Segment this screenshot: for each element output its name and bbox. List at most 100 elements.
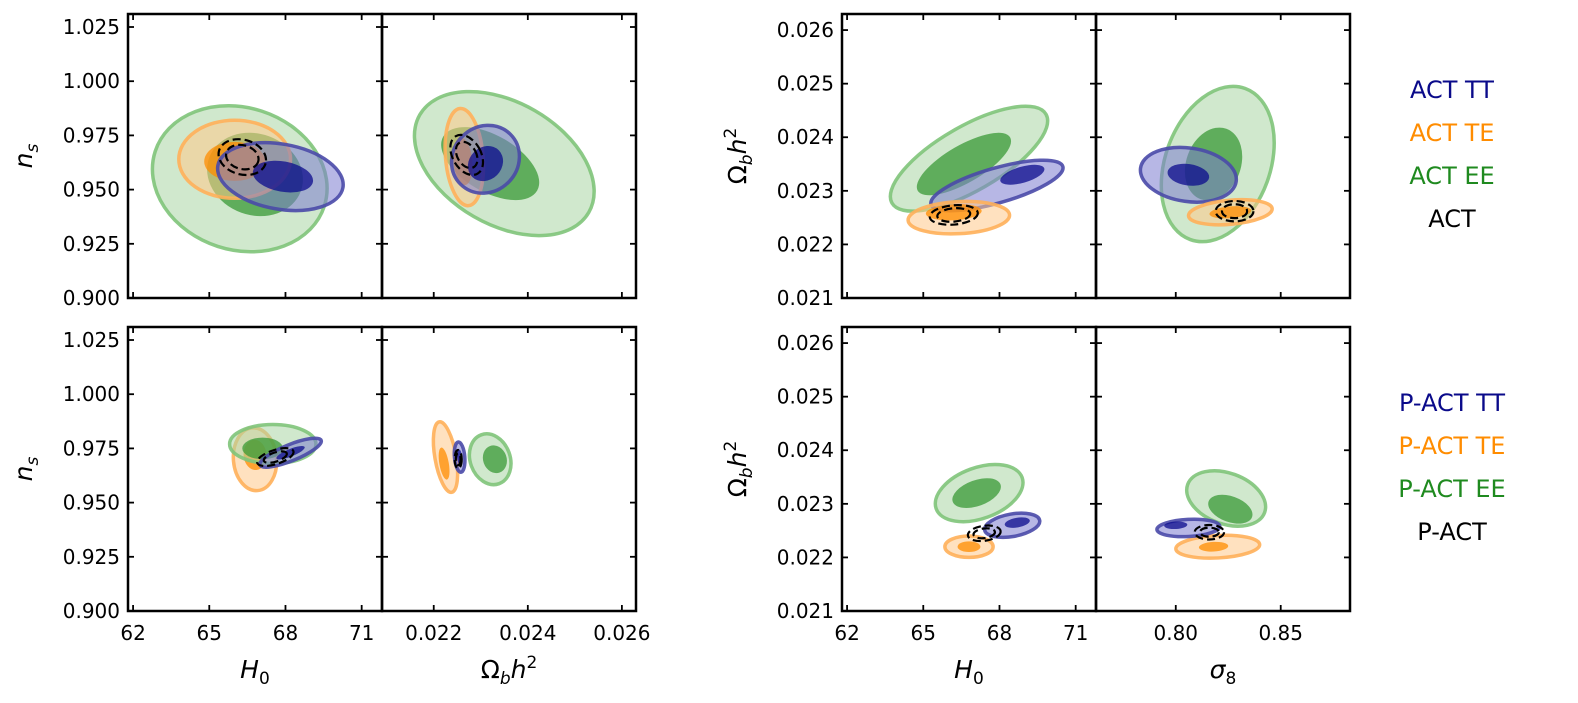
- y-tick-label: 0.975: [63, 436, 120, 460]
- legend-entry: ACT TE: [1410, 119, 1495, 147]
- legend-entry: P-ACT EE: [1398, 475, 1505, 503]
- y-tick-label: 0.900: [63, 286, 120, 310]
- act-95-contour: [1214, 199, 1255, 223]
- y-tick-label: 0.025: [777, 385, 834, 409]
- x-axis-label: H0: [954, 655, 984, 689]
- panel-p-act-H0-ombh2_y: 0.021 0.022 0.023 0.024 0.025 0.026 Ωbh2 62 65 68…: [721, 325, 1098, 689]
- x-tick-label: 71: [349, 621, 374, 645]
- panel-act-sigma8-ombh2_y: [1094, 12, 1352, 300]
- x-axis-label: σ8: [1210, 655, 1237, 689]
- p-act-ee-68-contour: [952, 478, 1001, 508]
- legend-act: ACT TT ACT TE ACT EE ACT: [1409, 76, 1494, 233]
- panel-act-H0-ombh2_y: 0.021 0.022 0.023 0.024 0.025 0.026 Ωbh2: [721, 12, 1098, 310]
- x-tick-label: 0.85: [1258, 621, 1303, 645]
- act-ee-68-contour: [916, 132, 1012, 196]
- p-act-95-contour: [966, 524, 1002, 543]
- y-tick-label: 0.022: [777, 545, 834, 569]
- p-act-95-contour: [1193, 523, 1226, 541]
- x-axis-label: H0: [240, 655, 270, 689]
- y-tick-label: 0.026: [777, 331, 834, 355]
- x-axis-label: Ωbh2: [481, 653, 538, 689]
- act-te-68-contour: [1209, 206, 1252, 219]
- y-tick-label: 0.975: [63, 123, 120, 147]
- y-tick-label: 0.021: [777, 286, 834, 310]
- x-tick-label: 62: [834, 621, 859, 645]
- p-act-68-contour: [262, 450, 288, 464]
- panel-frame: [1094, 325, 1352, 613]
- y-tick-label: 1.000: [63, 382, 120, 406]
- y-tick-label: 0.024: [777, 125, 834, 149]
- y-tick-label: 0.022: [777, 232, 834, 256]
- legend-p-act: P-ACT TT P-ACT TE P-ACT EE P-ACT: [1398, 389, 1505, 546]
- panel-frame: [1094, 12, 1352, 300]
- act-68-contour: [454, 140, 479, 170]
- y-tick-label: 0.950: [63, 491, 120, 515]
- y-tick-label: 0.925: [63, 545, 120, 569]
- x-tick-label: 65: [197, 621, 222, 645]
- x-tick-label: 0.022: [405, 621, 462, 645]
- panel-p-act-sigma8-ombh2_y: 0.80 0.85 σ8: [1094, 325, 1352, 689]
- p-act-tt-68-contour: [276, 446, 305, 460]
- p-act-95-contour: [255, 447, 295, 468]
- panel-frame: [380, 12, 638, 300]
- act-tt-68-contour: [1000, 164, 1045, 185]
- p-act-te-68-contour: [1198, 541, 1229, 552]
- legend-entry: ACT: [1428, 205, 1476, 233]
- y-tick-label: 0.025: [777, 72, 834, 96]
- panel-p-act-ombh2-ns: 0.022 0.024 0.026 Ωbh2: [380, 325, 651, 689]
- y-tick-label: 1.025: [63, 328, 120, 352]
- y-tick-label: 0.023: [777, 492, 834, 516]
- y-tick-label: 0.023: [777, 179, 834, 203]
- y-axis-label: Ωbh2: [721, 441, 757, 498]
- p-act-ee-68-contour: [1208, 494, 1253, 524]
- act-68-contour: [1220, 203, 1249, 220]
- legend-entry: P-ACT: [1417, 518, 1487, 546]
- legend-entry: P-ACT TE: [1399, 432, 1506, 460]
- act-68-contour: [224, 143, 260, 171]
- x-tick-label: 0.80: [1154, 621, 1199, 645]
- panels-layer: 0.9000.9250.9500.9751.0001.025ns0.0210.0…: [9, 12, 1352, 689]
- p-act-te-68-contour: [438, 447, 450, 480]
- p-act-tt-68-contour: [1004, 517, 1030, 528]
- act-95-contour: [217, 138, 268, 177]
- y-tick-label: 0.026: [777, 18, 834, 42]
- act-95-contour: [449, 133, 485, 177]
- x-tick-label: 68: [273, 621, 298, 645]
- y-tick-label: 0.900: [63, 599, 120, 623]
- x-tick-label: 62: [120, 621, 145, 645]
- panel-act-H0-ns: 0.900 0.925 0.950 0.975 1.000 1.025 ns: [9, 12, 384, 310]
- y-tick-label: 0.024: [777, 438, 834, 462]
- x-tick-label: 65: [911, 621, 936, 645]
- y-axis-label: Ωbh2: [721, 128, 757, 185]
- y-tick-label: 0.950: [63, 178, 120, 202]
- panel-p-act-H0-ns: 0.900 0.925 0.950 0.975 1.000 1.025 ns 62 65 68 71…: [9, 325, 384, 689]
- x-tick-label: 0.026: [593, 621, 650, 645]
- y-axis-label: ns: [9, 144, 43, 169]
- x-tick-label: 68: [987, 621, 1012, 645]
- act-tt-68-contour: [252, 160, 314, 193]
- legend-entry: ACT EE: [1409, 162, 1494, 190]
- y-tick-label: 0.925: [63, 232, 120, 256]
- x-tick-label: 71: [1063, 621, 1088, 645]
- panel-frame: [380, 325, 638, 613]
- y-tick-label: 1.025: [63, 15, 120, 39]
- p-act-95-contour: [453, 448, 463, 470]
- y-axis-label: ns: [9, 457, 43, 482]
- panel-act-ombh2-ns: [380, 12, 638, 300]
- y-tick-label: 0.021: [777, 599, 834, 623]
- y-tick-label: 1.000: [63, 69, 120, 93]
- act-95-contour: [928, 204, 979, 226]
- p-act-68-contour: [972, 527, 997, 540]
- legend-entry: ACT TT: [1410, 76, 1494, 104]
- p-act-68-contour: [454, 452, 462, 467]
- act-tt-68-contour: [1167, 163, 1210, 186]
- legend-entry: P-ACT TT: [1399, 389, 1505, 417]
- x-tick-label: 0.024: [499, 621, 556, 645]
- p-act-tt-68-contour: [1164, 521, 1188, 530]
- p-act-68-contour: [1198, 526, 1220, 538]
- act-68-contour: [936, 207, 972, 223]
- p-act-te-68-contour: [957, 541, 981, 553]
- p-act-ee-68-contour: [482, 445, 507, 474]
